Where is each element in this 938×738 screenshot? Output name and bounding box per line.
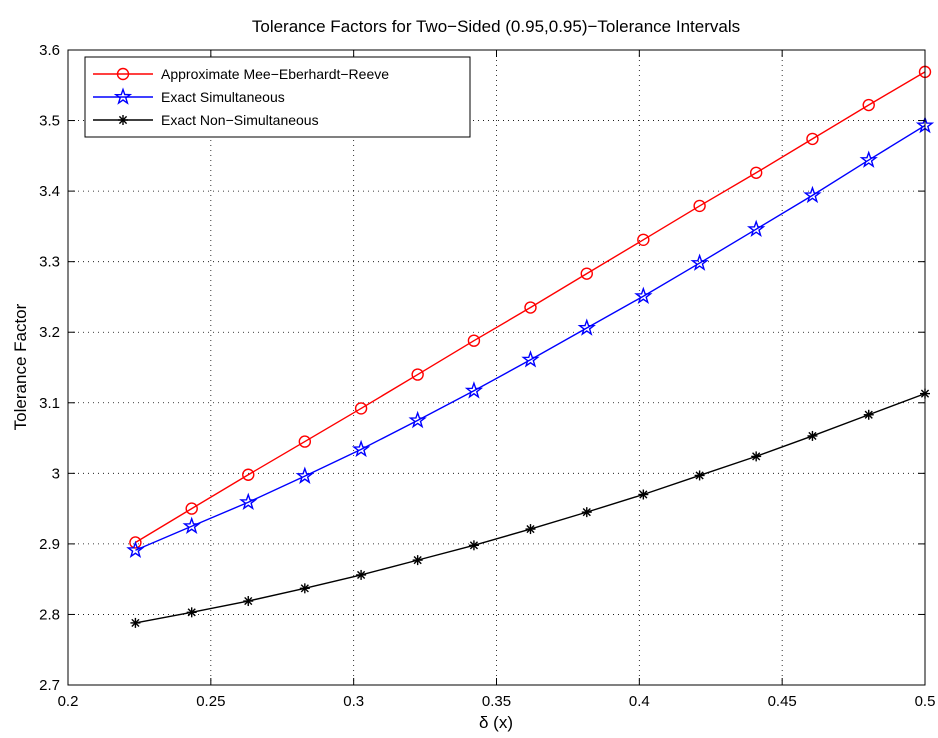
marker-stroke <box>469 541 479 550</box>
legend-item: Exact Simultaneous <box>93 87 285 105</box>
data-point <box>356 569 367 580</box>
legend-marker <box>116 67 130 81</box>
data-point <box>580 267 593 280</box>
data-point <box>408 410 427 429</box>
data-point <box>803 185 822 204</box>
y-tick-label: 2.8 <box>39 606 60 623</box>
data-point <box>412 555 423 566</box>
data-point <box>299 583 310 594</box>
x-tick-label: 0.45 <box>768 693 797 710</box>
data-point <box>747 219 766 238</box>
legend-label: Approximate Mee−Eberhardt−Reeve <box>161 66 389 82</box>
x-tick-label: 0.3 <box>343 693 364 710</box>
data-point <box>694 470 705 481</box>
x-tick-label: 0.2 <box>58 693 79 710</box>
x-tick-label: 0.5 <box>915 693 936 710</box>
marker-stroke <box>131 618 140 628</box>
data-point <box>295 466 314 484</box>
legend-label: Exact Simultaneous <box>161 89 285 105</box>
data-point <box>239 492 258 511</box>
data-point <box>637 233 650 246</box>
data-point <box>693 199 706 213</box>
data-point <box>298 435 312 448</box>
data-point <box>638 489 649 500</box>
data-point <box>182 516 201 535</box>
y-axis-label: Tolerance Factor <box>11 303 30 430</box>
data-point <box>129 536 142 549</box>
data-point <box>130 617 141 628</box>
data-point <box>243 596 254 607</box>
legend: Approximate Mee−Eberhardt−Reeve Exact Sim… <box>84 56 471 138</box>
series-line <box>135 124 926 551</box>
data-point <box>863 409 874 420</box>
data-point <box>351 439 371 458</box>
x-axis-label: δ (x) <box>479 713 513 732</box>
data-point <box>186 607 197 618</box>
legend-marker <box>118 115 128 125</box>
data-point <box>468 540 479 551</box>
data-point <box>807 430 818 441</box>
marker-stroke <box>356 570 366 580</box>
series-2 <box>126 115 935 559</box>
y-tick-label: 2.9 <box>39 536 60 553</box>
series-line <box>135 71 926 544</box>
y-tick-label: 3.1 <box>39 395 60 412</box>
data-point <box>859 150 878 168</box>
marker-stroke <box>244 596 253 606</box>
data-point <box>185 502 198 515</box>
data-point <box>634 286 653 305</box>
marker-stroke <box>300 584 309 593</box>
data-point <box>525 524 536 535</box>
marker-stroke <box>526 524 535 534</box>
marker-stroke <box>695 471 704 480</box>
data-point <box>524 301 537 314</box>
marker-stroke <box>808 431 817 441</box>
marker-stroke <box>413 556 422 565</box>
marker-stroke <box>752 452 761 461</box>
data-point <box>354 402 368 415</box>
data-point <box>690 253 709 271</box>
x-tick-label: 0.25 <box>196 693 225 710</box>
data-point <box>581 507 592 518</box>
legend-item: Approximate Mee−Eberhardt−Reeve <box>93 66 389 82</box>
data-point <box>751 451 762 462</box>
series-layer <box>126 65 935 628</box>
marker-stroke <box>864 410 873 419</box>
y-tick-label: 3.2 <box>39 324 60 341</box>
legend-item: Exact Non−Simultaneous <box>93 112 319 128</box>
y-tick-label: 3.4 <box>39 183 60 200</box>
data-point <box>464 381 484 399</box>
ticks: 0.2 0.25 0.3 0.35 0.4 0.45 0.5 2.7 2.8 2.9 3 3.1 3.2… <box>39 42 935 710</box>
data-point <box>521 350 540 368</box>
data-point <box>806 132 819 146</box>
data-point <box>749 166 763 179</box>
data-point <box>577 318 596 336</box>
legend-marker <box>113 87 133 105</box>
x-tick-label: 0.4 <box>629 693 650 710</box>
data-point <box>467 334 481 347</box>
data-point <box>126 540 145 559</box>
y-tick-label: 3 <box>52 465 60 482</box>
y-tick-label: 2.7 <box>39 677 60 694</box>
y-tick-label: 3.3 <box>39 254 60 271</box>
data-point <box>242 468 255 481</box>
series-1 <box>129 65 932 549</box>
marker-stroke <box>582 508 591 517</box>
y-tick-label: 3.6 <box>39 42 60 59</box>
data-point <box>862 98 875 112</box>
grid <box>68 50 925 685</box>
x-tick-label: 0.35 <box>482 693 511 710</box>
legend-label: Exact Non−Simultaneous <box>161 112 319 128</box>
data-point <box>411 368 424 381</box>
chart-title: Tolerance Factors for Two−Sided (0.95,0.… <box>252 17 740 36</box>
marker-stroke <box>639 490 648 499</box>
y-tick-label: 3.5 <box>39 113 60 130</box>
marker-stroke <box>187 608 196 617</box>
marker-stroke <box>118 115 128 125</box>
